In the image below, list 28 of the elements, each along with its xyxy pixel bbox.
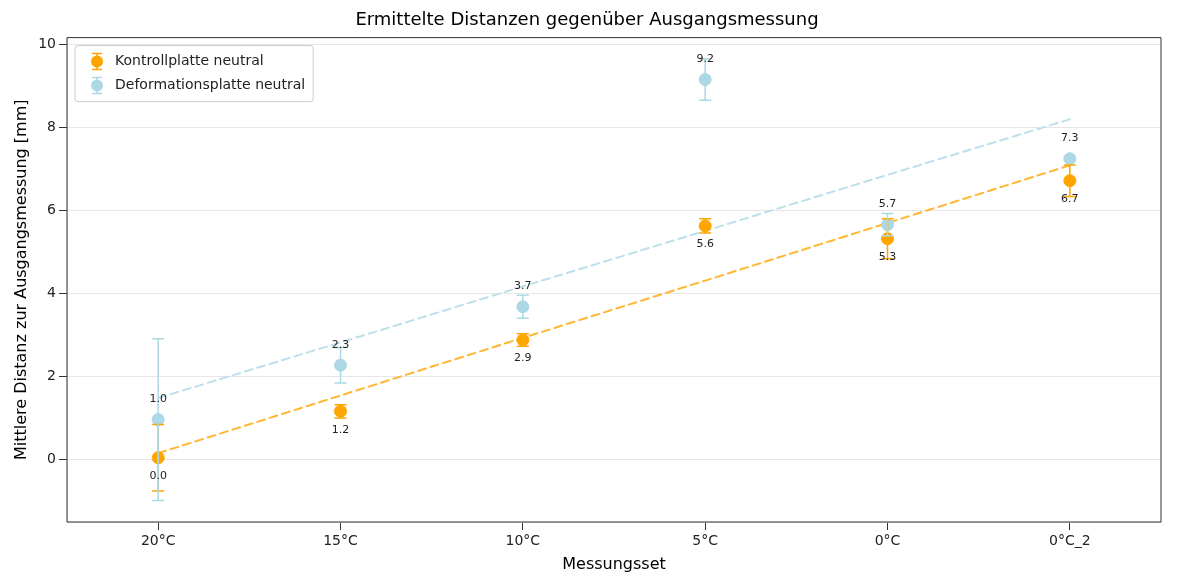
x-tick-label: 5°C (692, 532, 719, 549)
x-tick-label: 20°C (140, 532, 176, 549)
y-tick-label: 8 (47, 118, 57, 135)
x-tick-label: 15°C (323, 532, 359, 549)
data-label: 3.7 (514, 279, 532, 293)
data-label: 2.3 (331, 337, 350, 351)
data-label: 5.7 (878, 197, 897, 210)
y-tick-label: 10 (38, 35, 57, 52)
legend-label: Kontrollplatte neutral (115, 52, 264, 69)
legend-label: Deformationsplatte neutral (115, 76, 306, 93)
x-tick-label: 0°C_2 (1049, 532, 1091, 549)
y-tick-label: 4 (47, 284, 57, 301)
y-tick-label: 2 (47, 367, 57, 384)
data-label: 7.3 (1061, 131, 1079, 145)
chart-title: Ermittelte Distanzen gegenüber Ausgangsmessung (355, 8, 819, 30)
x-tick-label: 0°C (874, 532, 901, 549)
data-label: 1.2 (331, 422, 350, 436)
data-label: 9.2 (696, 51, 714, 65)
y-tick-label: 0 (47, 450, 57, 467)
data-label: 1.0 (149, 391, 167, 405)
y-axis-title: Mittlere Distanz zur Ausgangsmessung [mm] (10, 99, 30, 461)
x-tick-label: 10°C (505, 532, 541, 549)
point (334, 358, 348, 372)
y-tick-label: 6 (47, 201, 57, 218)
x-axis-title: Messungsset (562, 553, 666, 573)
data-label: 2.9 (514, 351, 532, 365)
data-label: 0.0 (149, 469, 167, 483)
data-label: 5.6 (696, 237, 714, 251)
